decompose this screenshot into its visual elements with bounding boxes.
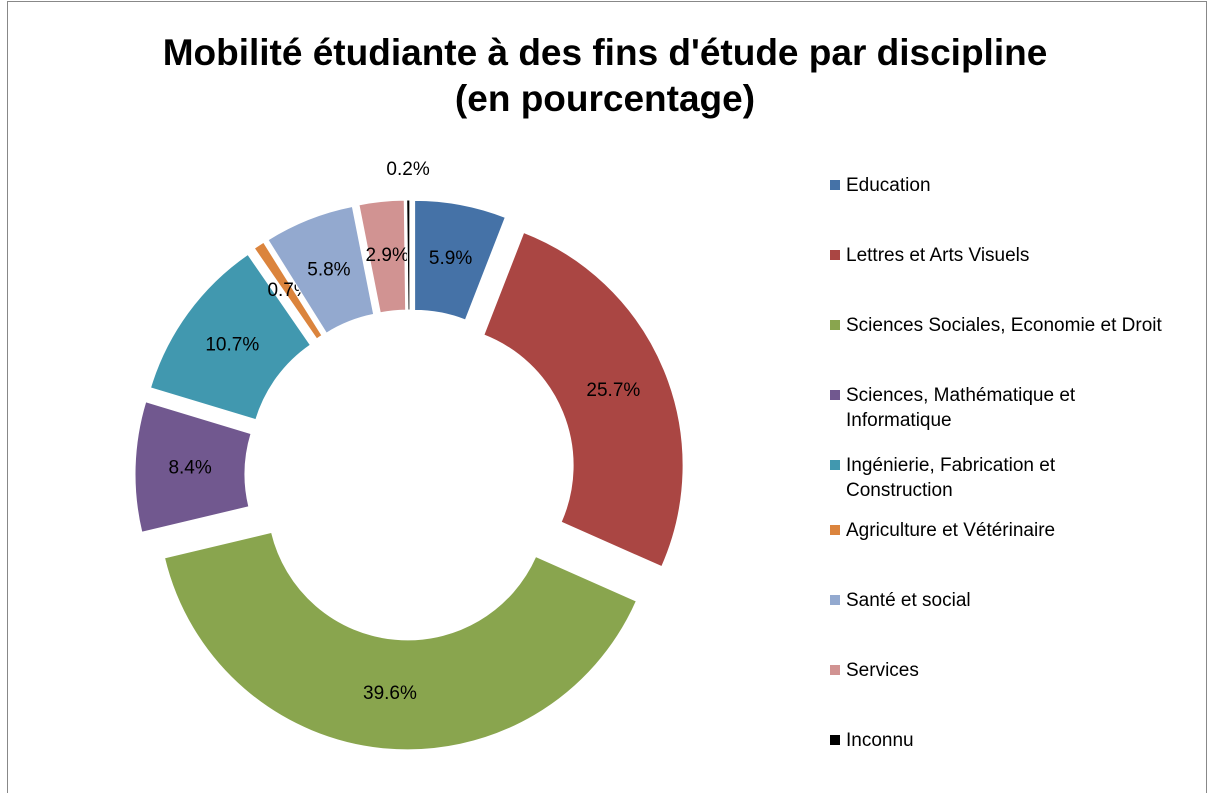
legend-swatch <box>830 735 840 745</box>
legend-entry: Ingénierie, Fabrication et Construction <box>830 453 1170 503</box>
legend-swatch <box>830 180 840 190</box>
donut-slice <box>163 531 637 751</box>
data-label: 5.9% <box>429 248 472 269</box>
legend-swatch <box>830 595 840 605</box>
legend-swatch <box>830 250 840 260</box>
legend-entry: Santé et social <box>830 588 1170 613</box>
donut-slice <box>253 241 323 340</box>
legend-entry: Inconnu <box>830 728 1170 753</box>
legend-entry: Services <box>830 658 1170 683</box>
chart-frame <box>7 1 1207 793</box>
data-label: 10.7% <box>205 334 259 355</box>
data-label: 25.7% <box>586 380 640 401</box>
donut-slice <box>483 231 684 568</box>
legend-swatch <box>830 460 840 470</box>
donut-slice <box>267 205 375 334</box>
legend-entry: Lettres et Arts Visuels <box>830 243 1170 268</box>
legend-label: Ingénierie, Fabrication et Construction <box>846 455 1056 501</box>
legend-label: Lettres et Arts Visuels <box>846 245 1030 266</box>
legend-swatch <box>830 525 840 535</box>
legend-swatch <box>830 390 840 400</box>
data-label: 5.8% <box>307 259 350 280</box>
donut-slice <box>406 199 411 311</box>
donut-slice <box>358 199 407 314</box>
legend-label: Inconnu <box>846 730 914 751</box>
donut-slice <box>149 253 312 421</box>
data-label: 2.9% <box>366 245 409 266</box>
data-label: 39.6% <box>363 683 417 704</box>
legend-label: Education <box>846 175 931 196</box>
data-label: 0.2% <box>386 159 429 180</box>
legend-swatch <box>830 320 840 330</box>
legend-label: Santé et social <box>846 590 971 611</box>
legend-entry: Agriculture et Vétérinaire <box>830 518 1170 543</box>
chart-title: Mobilité étudiante à des fins d'étude pa… <box>162 32 1048 119</box>
legend-label: Services <box>846 660 919 681</box>
legend-label: Sciences, Mathématique et Informatique <box>846 385 1076 431</box>
legend-entry: Education <box>830 173 1170 198</box>
donut-slice <box>414 199 506 321</box>
legend-label: Agriculture et Vétérinaire <box>846 520 1056 541</box>
donut-slice <box>134 401 252 533</box>
legend-entry: Sciences Sociales, Economie et Droit <box>830 313 1170 338</box>
legend-label: Sciences Sociales, Economie et Droit <box>846 315 1162 336</box>
data-label: 8.4% <box>168 457 211 478</box>
legend-entry: Sciences, Mathématique et Informatique <box>830 383 1170 433</box>
legend-swatch <box>830 665 840 675</box>
